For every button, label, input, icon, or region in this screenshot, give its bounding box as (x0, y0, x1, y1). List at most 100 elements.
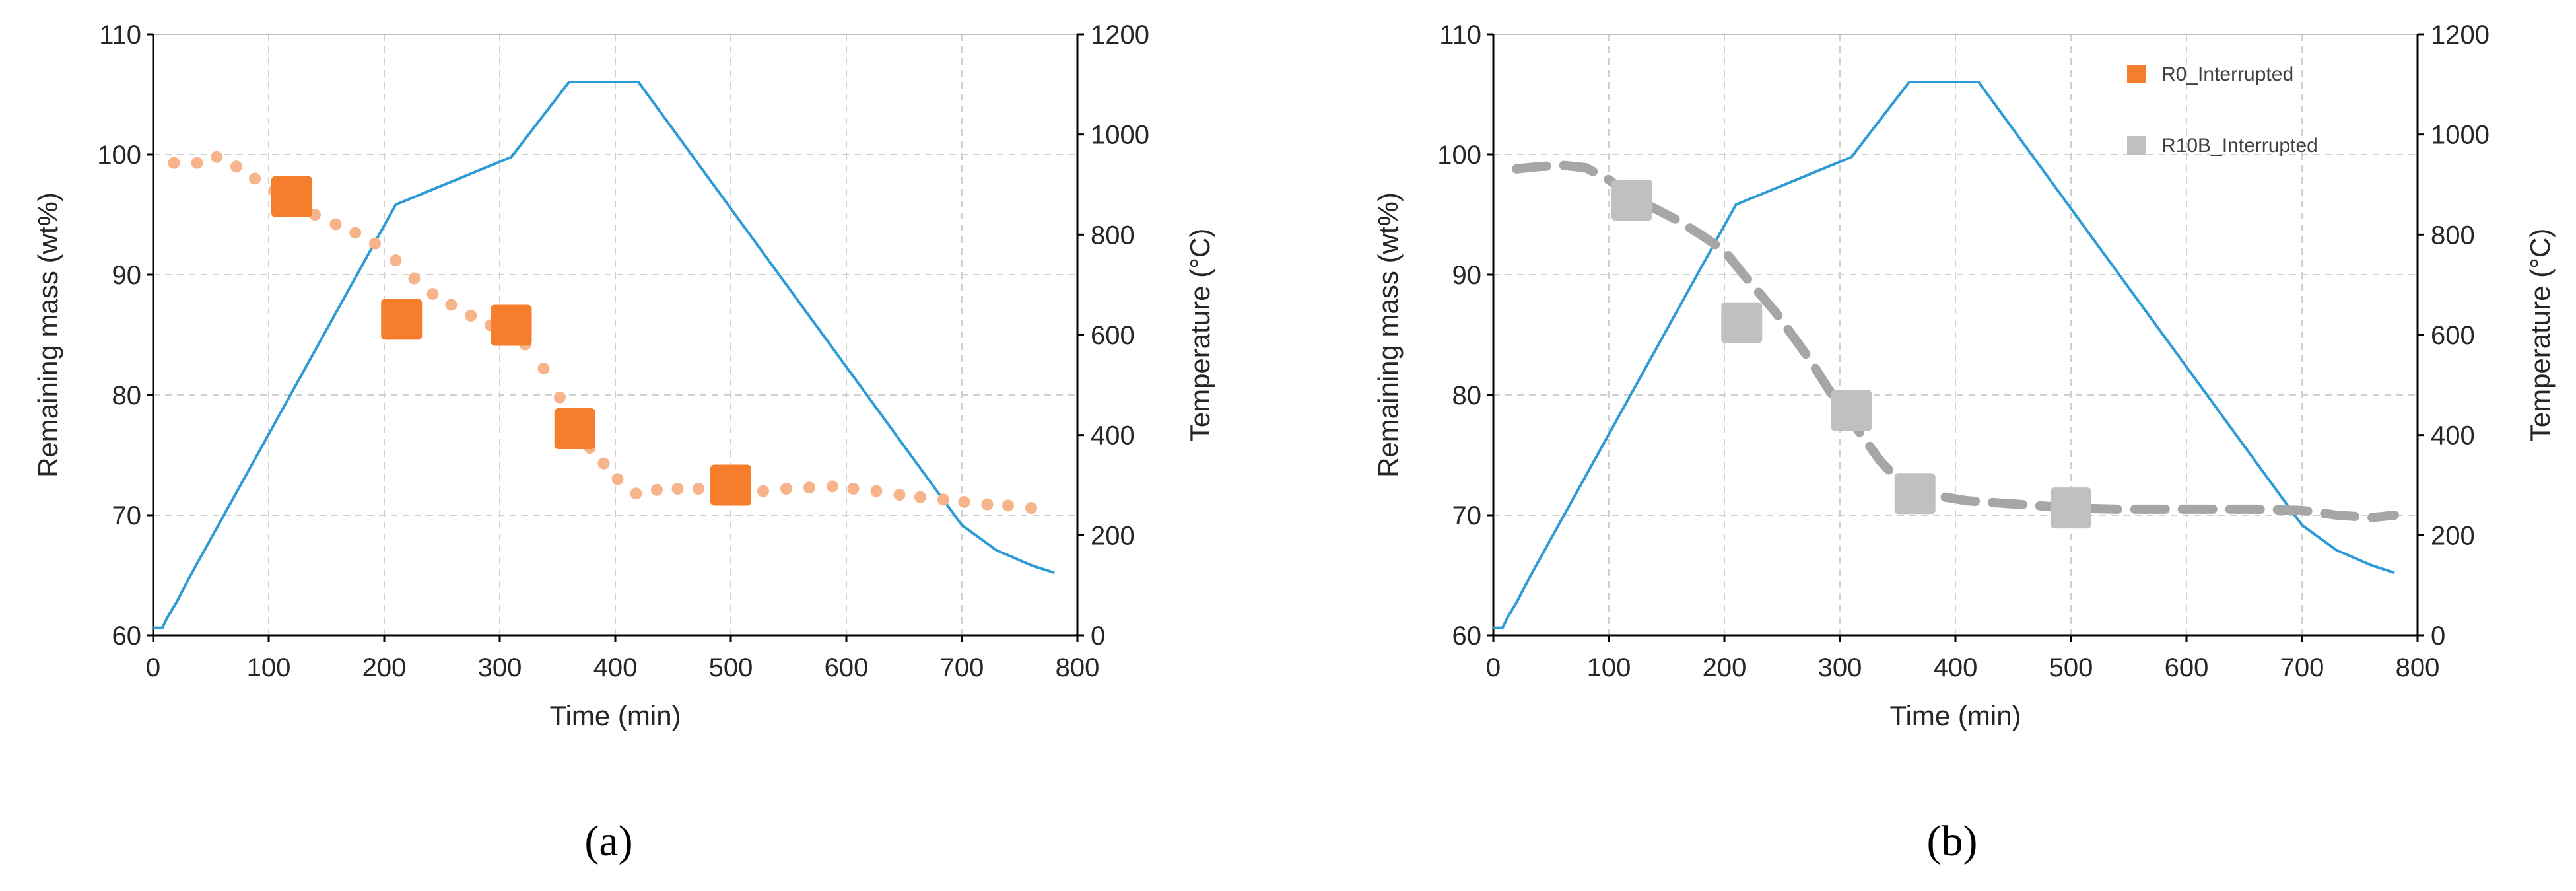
y2-tick-label: 400 (1091, 421, 1135, 450)
mass-loss-point (651, 483, 663, 496)
mass-loss-point (870, 485, 883, 497)
y2-tick-label: 1000 (1091, 121, 1149, 150)
y-tick-label: 60 (112, 622, 142, 651)
mass-loss-point (893, 489, 906, 501)
y-tick-label: 100 (1437, 141, 1481, 170)
mass-loss-point (390, 254, 402, 267)
mass-loss-point (958, 495, 970, 508)
x-tick-label: 600 (825, 653, 869, 682)
y-tick-label: 100 (97, 141, 141, 170)
mass-loss-point (191, 157, 203, 169)
y2-tick-label: 600 (2431, 321, 2475, 350)
mass-loss-point (914, 491, 926, 503)
y2-tick-label: 800 (2431, 221, 2475, 250)
legend-swatch (2127, 136, 2146, 155)
mass-loss-point (611, 473, 624, 485)
y2-tick-label: 200 (1091, 521, 1135, 550)
mass-loss-point (1002, 499, 1014, 512)
y-axis-title: Remaining mass (wt%) (32, 192, 63, 478)
x-tick-label: 700 (2280, 653, 2324, 682)
y-tick-label: 80 (1452, 381, 1482, 410)
y2-axis-title: Temperature (°C) (1184, 229, 1215, 442)
y-tick-label: 110 (99, 20, 141, 50)
x-axis-title: Time (min) (549, 700, 681, 731)
interrupted-marker (491, 304, 532, 346)
mass-loss-point (937, 493, 949, 506)
interrupted-marker (271, 176, 312, 217)
interrupted-marker (710, 464, 751, 506)
x-tick-label: 600 (2165, 653, 2209, 682)
x-tick-label: 200 (1703, 653, 1747, 682)
legend-label: R10B_Interrupted (2161, 135, 2318, 157)
mass-loss-point (1025, 502, 1037, 515)
y-axis-title: Remaining mass (wt%) (1373, 192, 1404, 478)
legend-swatch (2127, 65, 2146, 83)
mass-loss-point (249, 172, 261, 185)
mass-loss-point (803, 481, 815, 494)
y-tick-label: 60 (1452, 622, 1482, 651)
chart-a: 0 100 200 300 400 500 600 700 800 60 70 80 90 100 110 0… (32, 20, 1215, 731)
y2-tick-label: 0 (1091, 622, 1105, 651)
mass-loss-point (211, 151, 223, 163)
y2-tick-label: 400 (2431, 421, 2475, 450)
temperature-line (1493, 81, 2395, 629)
y-tick-label: 70 (1452, 501, 1482, 530)
mass-loss-point (597, 457, 610, 470)
mass-loss-point (757, 485, 769, 497)
y2-tick-label: 600 (1091, 321, 1135, 350)
mass-loss-point (630, 487, 642, 500)
x-tick-label: 100 (1587, 653, 1631, 682)
y2-tick-label: 200 (2431, 521, 2475, 550)
x-tick-label: 800 (2396, 653, 2440, 682)
x-tick-label: 100 (247, 653, 291, 682)
x-tick-label: 500 (2049, 653, 2093, 682)
mass-loss-point (445, 299, 458, 311)
y2-tick-label: 1200 (2431, 20, 2490, 50)
mass-loss-point (847, 482, 860, 495)
x-tick-label: 400 (593, 653, 638, 682)
y2-tick-label: 0 (2431, 622, 2445, 651)
x-axis-title: Time (min) (1889, 700, 2021, 731)
interrupted-marker (381, 299, 423, 340)
mass-loss-point (168, 157, 180, 169)
interrupted-marker (1721, 302, 1763, 343)
x-tick-label: 800 (1056, 653, 1100, 682)
mass-loss-point (369, 237, 381, 250)
y-tick-label: 80 (112, 381, 142, 410)
y-tick-label: 90 (112, 261, 142, 290)
mass-loss-point (827, 480, 838, 493)
legend-label: R0_Interrupted (2161, 63, 2293, 85)
x-tick-label: 700 (940, 653, 984, 682)
mass-loss-point (780, 482, 792, 495)
x-tick-label: 400 (1934, 653, 1978, 682)
y-tick-label: 90 (1452, 261, 1482, 290)
x-tick-label: 500 (709, 653, 753, 682)
y2-axis-title: Temperature (°C) (2525, 229, 2556, 442)
chart-b: 0 100 200 300 400 500 600 700 800 60 70 80 90 100 110 0… (1373, 20, 2556, 731)
mass-loss-point (693, 482, 704, 495)
y2-tick-label: 800 (1091, 221, 1135, 250)
x-tick-label: 300 (478, 653, 522, 682)
interrupted-marker (1894, 473, 1936, 515)
panel-label-b: (b) (1927, 817, 1978, 865)
x-tick-label: 300 (1818, 653, 1862, 682)
y2-tick-label: 1000 (2431, 121, 2490, 150)
interrupted-marker (554, 408, 595, 449)
mass-loss-point (981, 498, 994, 511)
mass-loss-point (537, 362, 550, 374)
mass-loss-point (554, 391, 566, 404)
temperature-line (153, 81, 1055, 629)
interrupted-marker (2051, 487, 2091, 529)
mass-loss-point (230, 160, 242, 173)
interrupted-marker (1611, 180, 1652, 221)
mass-loss-point (465, 309, 477, 322)
mass-loss-point (426, 288, 439, 301)
x-tick-label: 0 (1486, 653, 1501, 682)
mass-loss-point (329, 218, 342, 231)
x-tick-label: 200 (362, 653, 407, 682)
y2-tick-label: 1200 (1091, 20, 1149, 50)
mass-loss-point (671, 482, 684, 495)
panel-label-a: (a) (584, 817, 632, 865)
mass-loss-point (408, 272, 421, 285)
